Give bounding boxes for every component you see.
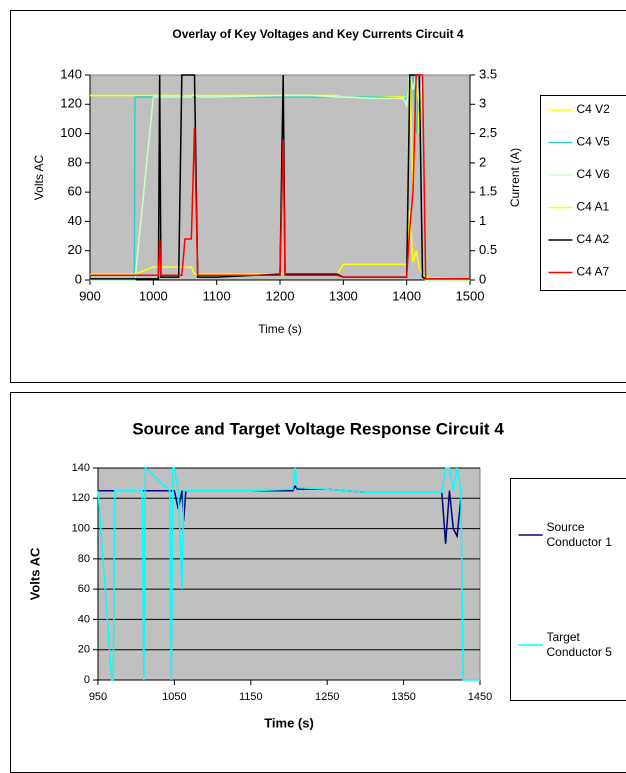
y2-axis-label: Current (A) <box>508 148 522 207</box>
y-tick-label: 100 <box>72 522 90 534</box>
legend-box <box>510 478 626 701</box>
chart-title: Source and Target Voltage Response Circu… <box>132 419 504 438</box>
plot-area <box>97 467 481 681</box>
x-tick-label: 1500 <box>456 288 485 303</box>
x-tick-label: 1100 <box>203 288 231 303</box>
series-line <box>90 74 470 280</box>
series-line <box>97 466 480 681</box>
y-tick-label: 120 <box>60 96 82 111</box>
legend-label: Source Conductor 1 <box>547 520 613 549</box>
legend-label: C4 A1 <box>577 200 610 214</box>
x-tick-label: 1300 <box>329 288 358 303</box>
x-tick-label: 1050 <box>162 691 186 703</box>
legend-label: Target Conductor 5 <box>547 630 613 659</box>
x-axis-label: Time (s) <box>258 322 302 336</box>
y-tick-label: 80 <box>68 154 82 169</box>
x-tick-label: 1000 <box>139 288 168 303</box>
x-tick-label: 1250 <box>315 691 339 703</box>
y2-tick-label: 0 <box>479 271 486 286</box>
y-axis-label: Volts AC <box>32 154 46 200</box>
y-tick-label: 120 <box>72 492 90 504</box>
y-tick-label: 100 <box>60 125 82 140</box>
y2-tick-label: 3.5 <box>479 66 497 81</box>
x-tick-label: 900 <box>79 288 101 303</box>
series-line <box>98 484 462 544</box>
y-tick-label: 140 <box>60 66 82 81</box>
x-tick-label: 1200 <box>266 288 295 303</box>
x-tick-label: 1350 <box>391 691 415 703</box>
legend-label: C4 A2 <box>577 232 610 246</box>
y2-tick-label: 2 <box>479 154 486 169</box>
y-tick-label: 0 <box>84 674 90 686</box>
chart-title: Overlay of Key Voltages and Key Currents… <box>172 27 464 41</box>
y-tick-label: 140 <box>72 462 90 474</box>
y-axis-label: Volts AC <box>27 547 42 600</box>
y2-tick-label: 1.5 <box>479 184 497 199</box>
y-tick-label: 20 <box>68 242 82 257</box>
y2-tick-label: 1 <box>479 213 486 228</box>
x-axis-label: Time (s) <box>264 715 314 730</box>
y-tick-label: 60 <box>68 184 82 199</box>
x-tick-label: 1450 <box>468 691 492 703</box>
y-tick-label: 0 <box>75 271 82 286</box>
y-tick-label: 40 <box>68 213 82 228</box>
legend-label: C4 V6 <box>577 167 611 181</box>
legend-box <box>540 95 626 291</box>
y2-tick-label: 2.5 <box>479 125 497 140</box>
x-tick-label: 1400 <box>392 288 421 303</box>
y2-tick-label: 3 <box>479 96 486 111</box>
y-tick-label: 20 <box>78 644 90 656</box>
y-tick-label: 40 <box>78 613 90 625</box>
y-tick-label: 60 <box>78 583 90 595</box>
y-tick-label: 80 <box>78 553 90 565</box>
y2-tick-label: 0.5 <box>479 242 497 257</box>
x-tick-label: 1150 <box>239 691 263 703</box>
legend-label: C4 V2 <box>577 102 611 116</box>
legend-label: C4 V5 <box>577 135 611 149</box>
legend-label: C4 A7 <box>577 265 610 279</box>
x-tick-label: 950 <box>89 691 107 703</box>
